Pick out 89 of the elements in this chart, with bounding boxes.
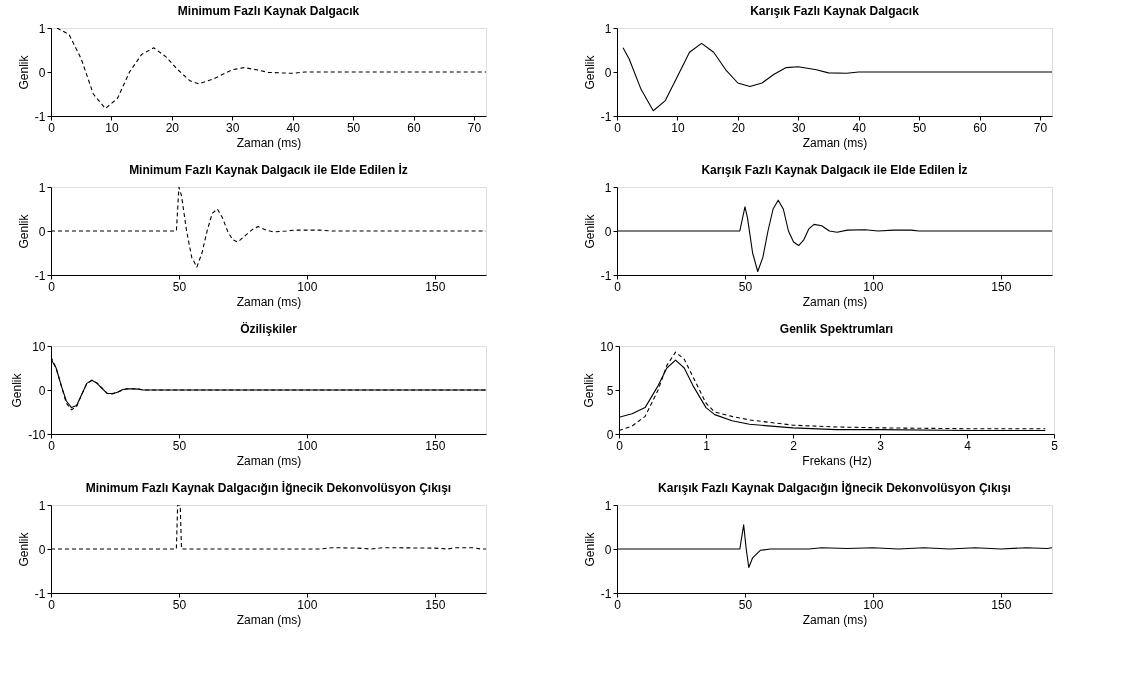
y-tick-label: -1	[600, 109, 612, 124]
y-tick-label: -1	[34, 586, 46, 601]
x-tick-label: 40	[286, 120, 301, 135]
x-tick-label: 3	[877, 438, 885, 453]
x-tick-label: 150	[425, 438, 446, 453]
y-tick-label: 0	[606, 427, 614, 442]
y-tick-label: -1	[600, 268, 612, 283]
y-tick-label: 0	[38, 383, 46, 398]
x-tick-label: 50	[738, 279, 753, 294]
x-tick-label: 4	[964, 438, 972, 453]
y-tick-label: 0	[604, 65, 612, 80]
x-axis-title: Zaman (ms)	[236, 453, 302, 468]
x-tick-label: 30	[226, 120, 240, 135]
x-tick-label: 30	[792, 120, 806, 135]
chart-title: Genlik Spektrumları	[779, 322, 894, 336]
x-tick-label: 70	[1033, 120, 1048, 135]
x-tick-label: 50	[346, 120, 361, 135]
y-tick-label: 0	[38, 224, 46, 239]
chart-title: Karışık Fazlı Kaynak Dalgacık	[750, 4, 920, 18]
x-tick-label: 150	[425, 597, 446, 612]
y-tick-label: 1	[38, 21, 46, 36]
x-tick-label: 100	[297, 438, 318, 453]
x-tick-label: 5	[1051, 438, 1059, 453]
y-tick-label: 0	[604, 224, 612, 239]
chart-title: Minimum Fazlı Kaynak Dalgacık ile Elde Edilen İz	[129, 162, 408, 177]
y-tick-label: -1	[34, 109, 46, 124]
y-axis-title: Genlik	[582, 372, 597, 408]
x-tick-label: 50	[912, 120, 927, 135]
line-series	[56, 28, 486, 110]
x-tick-label: 150	[425, 279, 446, 294]
chart-title: Karışık Fazlı Kaynak Dalgacık ile Elde Edilen İz	[701, 162, 968, 177]
y-axis-title: Genlik	[582, 213, 597, 249]
y-tick-label: 0	[38, 542, 46, 557]
x-tick-label: 60	[407, 120, 421, 135]
y-tick-label: -10	[28, 427, 46, 442]
line-series	[622, 42, 1052, 112]
x-tick-label: 10	[105, 120, 119, 135]
x-tick-label: 100	[297, 279, 318, 294]
x-tick-label: 0	[48, 279, 56, 294]
x-axis-title: Zaman (ms)	[236, 135, 302, 150]
chart-title: Minimum Fazlı Kaynak Dalgacığın İğnecik Dekonvolüsyon Çıkışı	[85, 480, 452, 495]
y-tick-label: 0	[604, 542, 612, 557]
y-tick-label: 1	[604, 498, 612, 513]
y-axis-title: Genlik	[16, 531, 31, 567]
x-axis-title: Zaman (ms)	[802, 294, 868, 309]
y-axis-title: Genlik	[16, 213, 31, 249]
y-tick-label: 1	[604, 180, 612, 195]
x-tick-label: 60	[973, 120, 987, 135]
x-tick-label: 0	[48, 120, 56, 135]
x-tick-label: 100	[297, 597, 318, 612]
x-tick-label: 150	[991, 597, 1012, 612]
x-tick-label: 50	[172, 279, 187, 294]
x-tick-label: 0	[616, 438, 624, 453]
x-tick-label: 2	[790, 438, 798, 453]
x-tick-label: 70	[467, 120, 482, 135]
x-tick-label: 50	[172, 597, 187, 612]
x-axis-title: Zaman (ms)	[236, 294, 302, 309]
x-tick-label: 1	[703, 438, 711, 453]
y-axis-title: Genlik	[10, 372, 25, 408]
y-tick-label: -1	[600, 586, 612, 601]
y-tick-label: 5	[606, 383, 614, 398]
x-tick-label: 0	[48, 438, 56, 453]
x-tick-label: 50	[738, 597, 753, 612]
x-tick-label: 40	[852, 120, 867, 135]
y-tick-label: 10	[32, 339, 46, 354]
x-axis-title: Zaman (ms)	[802, 135, 868, 150]
y-tick-label: 10	[600, 339, 614, 354]
y-tick-label: 0	[38, 65, 46, 80]
x-tick-label: 150	[991, 279, 1012, 294]
x-tick-label: 100	[863, 597, 884, 612]
y-axis-title: Genlik	[582, 54, 597, 90]
y-tick-label: 1	[38, 180, 46, 195]
y-tick-label: 1	[38, 498, 46, 513]
x-tick-label: 20	[731, 120, 746, 135]
y-tick-label: 1	[604, 21, 612, 36]
x-tick-label: 20	[165, 120, 180, 135]
y-axis-title: Genlik	[582, 531, 597, 567]
x-axis-title: Zaman (ms)	[236, 612, 302, 627]
x-tick-label: 100	[863, 279, 884, 294]
chart-title: Minimum Fazlı Kaynak Dalgacık	[177, 4, 360, 18]
x-tick-label: 50	[172, 438, 187, 453]
x-tick-label: 10	[671, 120, 685, 135]
chart-title: Karışık Fazlı Kaynak Dalgacığın İğnecik Dekonvolüsyon Çıkışı	[658, 480, 1011, 495]
y-tick-label: -1	[34, 268, 46, 283]
x-tick-label: 0	[48, 597, 56, 612]
x-axis-title: Zaman (ms)	[802, 612, 868, 627]
x-axis-title: Frekans (Hz)	[802, 453, 872, 468]
y-axis-title: Genlik	[16, 54, 31, 90]
chart-title: Özilişkiler	[240, 321, 298, 336]
